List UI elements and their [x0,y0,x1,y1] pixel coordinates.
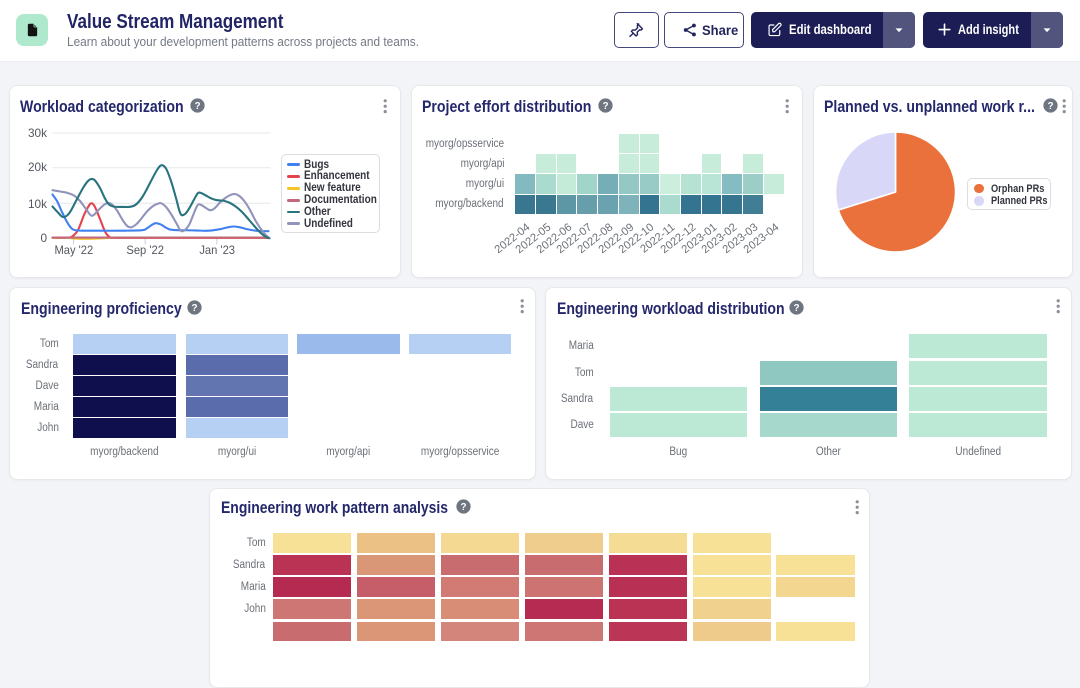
svg-text:?: ? [793,303,799,314]
svg-text:?: ? [460,502,466,513]
svg-text:?: ? [1047,101,1053,112]
svg-text:?: ? [603,101,609,112]
svg-text:?: ? [191,303,197,314]
svg-text:?: ? [195,101,201,112]
